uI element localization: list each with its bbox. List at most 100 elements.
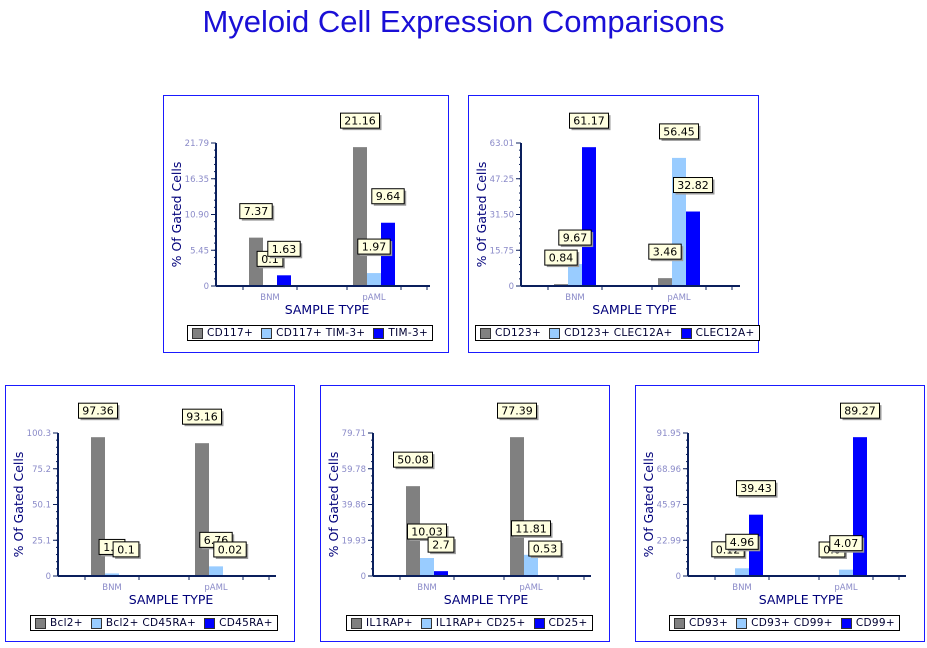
- data-label-text: 56.45: [663, 125, 695, 138]
- x-tick-label: BNM: [417, 583, 437, 593]
- x-tick-label: BNM: [260, 293, 280, 303]
- y-tick-label: 15.75: [490, 246, 514, 256]
- legend-label: Bcl2+ CD45RA+: [105, 617, 197, 629]
- bar: [209, 566, 223, 576]
- data-label-text: 4.07: [834, 537, 859, 550]
- data-label: 0.53: [528, 540, 564, 559]
- legend-item: CD123+: [480, 327, 541, 339]
- x-axis-title: SAMPLE TYPE: [285, 302, 370, 317]
- bar: [420, 558, 434, 576]
- data-label-text: 77.39: [501, 405, 533, 418]
- x-axis-title: SAMPLE TYPE: [759, 592, 844, 607]
- y-axis-title: % Of Gated Cells: [169, 162, 184, 268]
- chart-panel-il1rap-cd25: % Of Gated Cells SAMPLE TYPE 0 19.93 39.86 59…: [320, 385, 610, 642]
- legend-item: IL1RAP+ CD25+: [420, 617, 526, 629]
- legend-label: CD45RA+: [219, 617, 273, 629]
- x-tick-label: BNM: [565, 293, 585, 303]
- y-axis-title: % Of Gated Cells: [641, 452, 656, 558]
- data-label-text: 39.43: [740, 482, 772, 495]
- y-tick-label: 19.93: [342, 536, 366, 546]
- data-label: 89.27: [840, 402, 882, 421]
- data-label-text: 10.03: [411, 526, 443, 539]
- data-label-text: 0.84: [549, 252, 574, 265]
- y-tick-label: 59.78: [342, 465, 366, 475]
- legend-label: CD123+ CLEC12A+: [564, 327, 673, 339]
- data-label-text: 2.7: [432, 539, 450, 552]
- y-tick-label: 50.1: [32, 501, 51, 511]
- legend-item: CD99+: [840, 617, 895, 629]
- data-label-text: 93.16: [186, 411, 218, 424]
- data-label-text: 9.64: [376, 190, 401, 203]
- legend-label: CD117+ TIM-3+: [276, 327, 366, 339]
- y-tick-label: 0: [361, 572, 366, 582]
- y-tick-label: 45.97: [657, 501, 681, 511]
- data-label: 93.16: [182, 408, 224, 427]
- legend-swatch: [480, 327, 491, 339]
- x-tick-label: pAML: [204, 583, 228, 593]
- bar: [249, 237, 263, 286]
- y-tick-label: 5.45: [190, 246, 209, 256]
- data-label-text: 97.36: [82, 405, 114, 418]
- legend-swatch: [549, 327, 561, 339]
- chart-panel-cd93-cd99: % Of Gated Cells SAMPLE TYPE 0 22.99 45.97 68…: [635, 385, 925, 642]
- legend-item: CD117+ TIM-3+: [261, 327, 365, 339]
- chart-panel-bcl2-cd45ra: % Of Gated Cells SAMPLE TYPE 0 25.1 50.1 75.2…: [5, 385, 295, 642]
- data-label-text: 1.97: [362, 241, 387, 254]
- y-axis-title: % Of Gated Cells: [326, 452, 341, 558]
- data-label: 9.64: [371, 188, 407, 206]
- x-axis-title: SAMPLE TYPE: [129, 592, 214, 607]
- legend-swatch: [680, 327, 692, 339]
- legend-item: Bcl2+: [35, 617, 83, 629]
- legend-swatch: [90, 617, 102, 629]
- page-title: Myeloid Cell Expression Comparisons: [202, 4, 725, 39]
- legend-label: CD93+: [689, 617, 729, 629]
- data-label: 56.45: [659, 123, 701, 141]
- bar: [853, 437, 867, 576]
- legend-item: CD123+ CLEC12A+: [549, 327, 673, 339]
- bar: [353, 147, 367, 286]
- data-label: 0.1: [112, 541, 141, 559]
- data-label-text: 1.63: [272, 243, 297, 256]
- legend-label: CD93+ CD99+: [751, 617, 833, 629]
- bar: [686, 211, 700, 286]
- y-tick-label: 16.35: [185, 175, 209, 185]
- data-label: 39.43: [736, 480, 778, 498]
- x-axis-title: SAMPLE TYPE: [592, 302, 677, 317]
- data-label: 1.63: [267, 240, 303, 259]
- data-label: 50.08: [393, 451, 435, 470]
- data-label-text: 11.81: [515, 522, 547, 535]
- y-tick-label: 63.01: [490, 139, 514, 149]
- data-label-text: 89.27: [844, 405, 876, 418]
- bar: [582, 147, 596, 286]
- x-tick-label: pAML: [667, 293, 691, 303]
- legend: CD117+ CD117+ TIM-3+ TIM-3+: [187, 325, 434, 341]
- y-tick-label: 10.90: [185, 211, 209, 221]
- legend: CD93+ CD93+ CD99+ CD99+: [669, 615, 900, 631]
- data-label: 97.36: [78, 402, 120, 421]
- data-label: 77.39: [497, 402, 539, 421]
- data-label: 21.16: [340, 112, 382, 131]
- y-tick-label: 91.95: [657, 429, 681, 439]
- data-label-text: 7.37: [244, 205, 269, 218]
- data-label: 4.07: [829, 535, 865, 553]
- y-tick-label: 0: [676, 572, 681, 582]
- bar: [658, 278, 672, 286]
- y-tick-label: 25.1: [32, 536, 51, 546]
- legend-item: CD25+: [533, 617, 588, 629]
- legend-label: IL1RAP+ CD25+: [435, 617, 526, 629]
- legend-swatch: [533, 617, 545, 629]
- y-tick-label: 21.79: [185, 139, 209, 149]
- x-tick-label: pAML: [362, 293, 386, 303]
- x-axis-title: SAMPLE TYPE: [444, 592, 529, 607]
- chart-panel-cd123-clec12a: % Of Gated Cells SAMPLE TYPE 0 15.75 31.50 47…: [468, 95, 760, 353]
- legend-swatch: [840, 617, 852, 629]
- legend-label: CD123+: [495, 327, 542, 339]
- data-label-text: 3.46: [653, 246, 678, 259]
- data-label: 3.46: [648, 243, 684, 262]
- y-axis-title: % Of Gated Cells: [474, 162, 489, 268]
- bar: [510, 437, 524, 576]
- y-tick-label: 0: [204, 282, 209, 292]
- data-label: 11.81: [511, 520, 553, 538]
- y-tick-label: 0: [509, 282, 514, 292]
- bar: [367, 273, 381, 286]
